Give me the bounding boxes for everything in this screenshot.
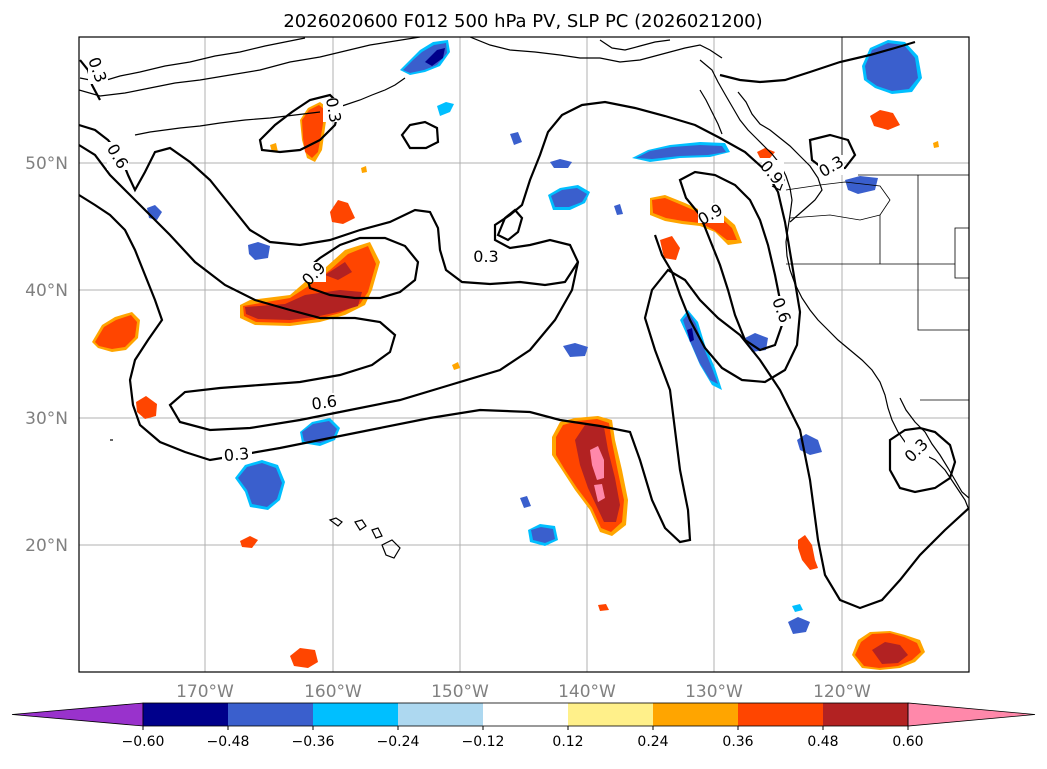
colorbar-segment <box>653 703 738 726</box>
contour-label: 0.3 <box>223 444 250 465</box>
colorbar-extend-max <box>907 702 1036 727</box>
colorbar-segment <box>398 703 483 726</box>
contour-label: 0.3 <box>473 247 498 266</box>
colorbar-segment <box>483 703 568 726</box>
colorbar-segment <box>568 703 653 726</box>
lon-label: 150°W <box>431 682 489 702</box>
colorbar-extend-min <box>11 702 144 727</box>
colorbar-segment <box>143 703 228 726</box>
lat-label: 20°N <box>25 536 68 556</box>
colorbar-segment <box>738 703 823 726</box>
colorbar-segment <box>823 703 908 726</box>
longitude-labels: 170°W 160°W 150°W 140°W 130°W 120°W <box>176 682 871 702</box>
lon-label: 120°W <box>813 682 871 702</box>
colorbar-segment <box>313 703 398 726</box>
colorbar-frame <box>142 702 909 727</box>
map-panel: 0.3 0.6 0.9 0.3 0.9 0.6 0.3 0.6 0.3 0.9 … <box>78 36 970 673</box>
lon-label: 160°W <box>304 682 362 702</box>
lon-label: 140°W <box>558 682 616 702</box>
contour-label: 0.6 <box>310 391 338 413</box>
colorbar-tick-label: 0.12 <box>552 734 583 750</box>
figure-title: 2026020600 F012 500 hPa PV, SLP PC (2026… <box>283 11 762 32</box>
map-frame <box>78 36 970 673</box>
political-borders <box>785 37 969 401</box>
contour-labels: 0.3 0.6 0.9 0.3 0.9 0.6 0.3 0.6 0.3 0.9 … <box>84 55 932 466</box>
contour-label: 0.3 <box>322 96 345 124</box>
lon-label: 170°W <box>176 682 234 702</box>
colorbar: −0.60 −0.48 −0.36 −0.24 −0.12 0.12 0.24 0.36 0.4… <box>11 702 1036 750</box>
coastlines <box>79 37 969 559</box>
colorbar-tick-label: −0.36 <box>292 734 335 750</box>
latitude-labels: 50°N 40°N 30°N 20°N <box>25 154 68 556</box>
colorbar-tick-label: 0.36 <box>722 734 753 750</box>
lat-label: 50°N <box>25 154 68 174</box>
pv-contours <box>79 40 969 610</box>
colorbar-tick-label: 0.48 <box>807 734 838 750</box>
lat-label: 30°N <box>25 409 68 429</box>
colorbar-segment <box>228 703 313 726</box>
colorbar-tick-label: −0.24 <box>377 734 420 750</box>
colorbar-tick-label: 0.60 <box>892 734 923 750</box>
colorbar-tick-label: 0.24 <box>637 734 668 750</box>
colorbar-tick-label: −0.48 <box>207 734 250 750</box>
lat-label: 40°N <box>25 281 68 301</box>
lon-label: 130°W <box>685 682 743 702</box>
colorbar-tick-label: −0.12 <box>462 734 505 750</box>
colorbar-tick-label: −0.60 <box>122 734 165 750</box>
